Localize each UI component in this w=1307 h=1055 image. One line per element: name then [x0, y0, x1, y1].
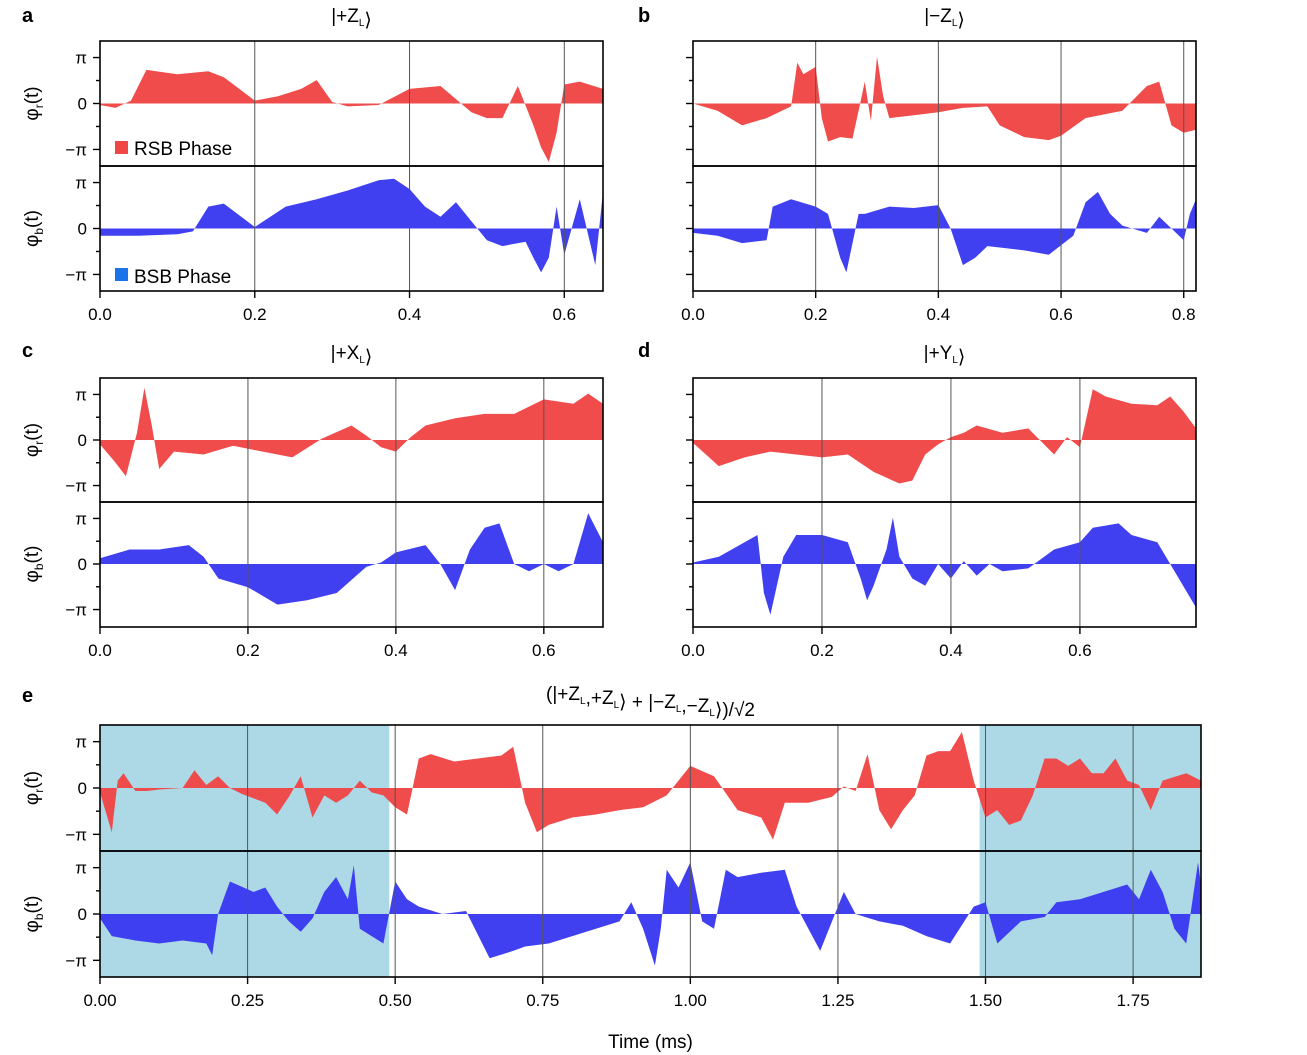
bsb-phase-area-e [100, 862, 1201, 966]
xtick-label-a-1: 0.2 [243, 305, 267, 324]
bsb-phase-area-c [100, 513, 603, 605]
ytick-label-c-0-0: π [75, 385, 87, 404]
xtick-label-c-0: 0.0 [88, 641, 112, 660]
legend-swatch-rsb [115, 141, 128, 154]
panel-b: 0.0 0.2 0.4 0.6 0.8 |−ZL⟩ b [638, 5, 1197, 324]
xtick-label-e-0: 0.00 [83, 991, 116, 1010]
panel-letter-d: d [638, 340, 650, 362]
ytick-label-c-0-1: 0 [78, 431, 87, 450]
panel-letter-c: c [22, 340, 33, 362]
rsb-phase-area-d [693, 389, 1196, 484]
rsb-phase-area-a [100, 69, 603, 162]
xtick-label-b-4: 0.8 [1172, 305, 1196, 324]
ytick-label-a-0-2: −π [65, 140, 87, 159]
panel-d: 0.0 0.2 0.4 0.6 |+YL⟩ d [638, 340, 1197, 660]
ytick-label-a-0-1: 0 [78, 95, 87, 114]
rsb-phase-area-e [100, 732, 1201, 840]
panel-letter-b: b [638, 5, 650, 27]
bsb-phase-area-a [100, 178, 603, 273]
ylabel-a-0: φr(t) [22, 86, 46, 120]
xtick-label-e-3: 0.75 [526, 991, 559, 1010]
xtick-label-b-2: 0.4 [927, 305, 951, 324]
title-e: (|+ZL,+ZL⟩ + |−ZL,−ZL⟩)/√2 [546, 684, 755, 721]
panel-c: π 0 −π π 0 −π 0.0 0.2 0.4 0.6 φr(t) φb(t) |+XL⟩ c [22, 340, 604, 660]
panel-e: π 0 −π π 0 −π 0.00 0.25 0.50 0.75 1.00 1.25 1.50 1.75… [22, 684, 1202, 1053]
xlabel-e: Time (ms) [608, 1032, 693, 1053]
ytick-label-e-1-2: −π [65, 951, 87, 970]
ytick-label-e-0-0: π [75, 733, 87, 752]
ytick-label-c-0-2: −π [65, 477, 87, 496]
xtick-label-e-4: 1.00 [674, 991, 707, 1010]
xtick-label-c-2: 0.4 [384, 641, 408, 660]
xtick-label-d-0: 0.0 [681, 641, 705, 660]
ylabel-e-0: φr(t) [22, 771, 46, 805]
panel-letter-a: a [22, 5, 34, 27]
legend-swatch-bsb [115, 268, 128, 281]
xtick-label-e-1: 0.25 [231, 991, 264, 1010]
xtick-label-b-1: 0.2 [804, 305, 828, 324]
title-c: |+XL⟩ [331, 343, 373, 368]
xtick-label-e-6: 1.50 [969, 991, 1002, 1010]
bsb-phase-area-d [693, 517, 1196, 615]
ytick-label-c-1-0: π [75, 509, 87, 528]
bsb-phase-area-b [693, 191, 1196, 273]
xtick-label-b-0: 0.0 [681, 305, 705, 324]
ytick-label-c-1-2: −π [65, 601, 87, 620]
rsb-phase-area-b [693, 56, 1196, 142]
title-b: |−ZL⟩ [924, 6, 965, 31]
panel-letter-e: e [22, 685, 33, 707]
title-d: |+YL⟩ [924, 343, 966, 368]
xtick-label-a-2: 0.4 [398, 305, 422, 324]
ytick-label-a-1-2: −π [65, 265, 87, 284]
ylabel-e-1: φb(t) [22, 896, 46, 933]
ytick-label-e-1-1: 0 [78, 905, 87, 924]
title-a: |+ZL⟩ [331, 6, 372, 31]
xtick-label-e-2: 0.50 [379, 991, 412, 1010]
ylabel-c-1: φb(t) [22, 546, 46, 583]
rsb-phase-area-c [100, 387, 603, 477]
xtick-label-c-3: 0.6 [532, 641, 556, 660]
xtick-label-e-5: 1.25 [821, 991, 854, 1010]
ytick-label-c-1-1: 0 [78, 555, 87, 574]
xtick-label-e-7: 1.75 [1117, 991, 1150, 1010]
xtick-label-a-3: 0.6 [552, 305, 576, 324]
xtick-label-c-1: 0.2 [236, 641, 260, 660]
ytick-label-a-1-1: 0 [78, 220, 87, 239]
ytick-label-a-0-0: π [75, 49, 87, 68]
ytick-label-a-1-0: π [75, 174, 87, 193]
ytick-label-e-0-1: 0 [78, 779, 87, 798]
xtick-label-d-3: 0.6 [1068, 641, 1092, 660]
ylabel-c-0: φr(t) [22, 423, 46, 457]
panel-a: π 0 −π π 0 −π 0.0 0.2 0.4 0.6 φr(t) φb(t) |+ZL⟩ a RSB … [22, 5, 604, 324]
ytick-label-e-1-0: π [75, 859, 87, 878]
xtick-label-b-3: 0.6 [1049, 305, 1073, 324]
legend-label-rsb: RSB Phase [134, 139, 232, 160]
ylabel-a-1: φb(t) [22, 210, 46, 247]
legend-label-bsb: BSB Phase [134, 267, 231, 288]
xtick-label-d-1: 0.2 [810, 641, 834, 660]
ytick-label-e-0-2: −π [65, 825, 87, 844]
xtick-label-a-0: 0.0 [88, 305, 112, 324]
xtick-label-d-2: 0.4 [939, 641, 963, 660]
